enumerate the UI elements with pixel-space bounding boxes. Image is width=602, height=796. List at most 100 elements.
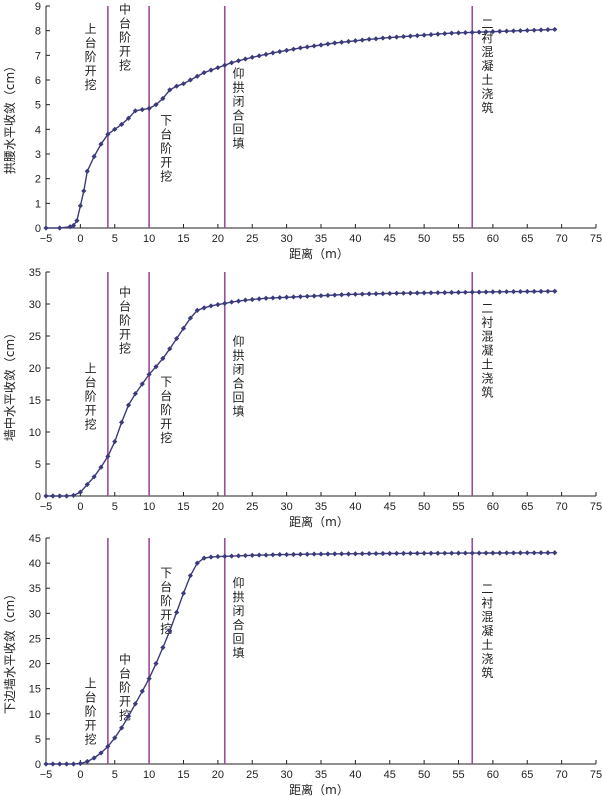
data-point	[284, 47, 290, 53]
data-point	[462, 289, 468, 295]
stage-annotation: 仰拱闭合回填	[232, 575, 244, 660]
y-tick-label: 0	[35, 759, 41, 771]
data-point	[119, 725, 125, 731]
data-point	[442, 31, 448, 37]
data-point	[112, 735, 118, 741]
data-point	[215, 65, 221, 71]
x-tick-label: 15	[177, 501, 189, 513]
data-point	[146, 676, 152, 682]
data-point	[428, 290, 434, 296]
data-point	[201, 305, 207, 311]
data-point	[167, 628, 173, 634]
data-point	[91, 474, 97, 480]
data-point	[284, 551, 290, 558]
data-point	[345, 291, 352, 297]
data-point	[57, 493, 63, 499]
data-point	[81, 188, 87, 194]
x-tick-label: −5	[40, 769, 53, 781]
data-point	[428, 32, 434, 38]
y-axis-label: 下边墙水平收敛（cm）	[2, 588, 17, 714]
data-point	[215, 553, 221, 560]
data-point	[339, 292, 345, 298]
data-point	[490, 550, 496, 556]
stage-annotation: 中台阶开挖	[119, 652, 131, 723]
x-tick-label: 20	[212, 233, 224, 245]
x-tick-label: 15	[177, 769, 189, 781]
data-point	[400, 290, 407, 296]
data-point	[215, 302, 221, 308]
data-point	[235, 553, 242, 559]
data-point	[77, 203, 83, 209]
x-tick-label: 5	[112, 233, 118, 245]
data-point	[235, 298, 242, 304]
data-point	[249, 54, 255, 60]
data-point	[387, 34, 393, 41]
data-point	[394, 290, 400, 296]
data-point	[160, 95, 166, 102]
x-axis-label: 距离（m）	[289, 514, 349, 529]
data-point	[373, 291, 379, 297]
stage-annotation: 二衬混凝土浇筑	[481, 301, 493, 399]
x-tick-label: −5	[40, 501, 53, 513]
data-point	[132, 108, 138, 114]
data-point	[297, 45, 303, 51]
data-point	[517, 550, 523, 556]
data-point	[105, 131, 111, 137]
y-tick-label: 3	[35, 149, 41, 161]
data-point	[352, 291, 358, 297]
data-point	[380, 291, 386, 297]
y-tick-label: 8	[35, 26, 41, 38]
data-point	[119, 121, 125, 127]
data-point	[43, 493, 49, 499]
data-point	[483, 289, 489, 295]
data-point	[50, 761, 56, 767]
data-point	[43, 761, 49, 767]
data-point	[469, 550, 475, 556]
y-tick-label: 45	[29, 533, 41, 545]
y-tick-label: 15	[29, 395, 41, 407]
data-point	[339, 39, 345, 45]
data-point	[442, 290, 448, 296]
data-point	[462, 30, 468, 36]
data-point	[545, 27, 551, 33]
data-point	[504, 550, 510, 556]
y-tick-label: 10	[29, 427, 41, 439]
data-point	[311, 293, 317, 299]
data-point	[400, 33, 407, 40]
data-point	[359, 37, 365, 43]
data-point	[174, 609, 180, 615]
data-point	[70, 222, 77, 229]
y-tick-label: 35	[29, 583, 41, 595]
y-tick-label: 7	[35, 50, 41, 62]
y-tick-label: 25	[29, 633, 41, 645]
data-point	[387, 550, 393, 557]
data-point	[153, 660, 159, 667]
data-point	[112, 126, 118, 132]
x-tick-label: 40	[349, 501, 361, 513]
data-point	[70, 492, 77, 498]
y-tick-label: 40	[29, 558, 41, 570]
data-point	[504, 289, 510, 295]
data-point	[407, 550, 413, 556]
x-tick-label: 75	[590, 501, 602, 513]
data-point	[325, 551, 331, 557]
x-tick-label: 5	[112, 769, 118, 781]
stage-annotation: 下台阶开挖	[160, 375, 172, 445]
y-tick-label: 15	[29, 684, 41, 696]
data-point	[400, 550, 407, 556]
data-point	[146, 105, 152, 111]
y-tick-label: 4	[35, 124, 41, 136]
data-point	[449, 550, 455, 556]
data-point	[208, 554, 214, 560]
data-point	[263, 295, 269, 301]
data-point	[497, 550, 503, 556]
x-tick-label: 50	[418, 233, 430, 245]
data-point	[497, 28, 503, 35]
data-point	[297, 294, 303, 300]
data-point	[318, 293, 324, 299]
x-tick-label: 10	[143, 233, 155, 245]
data-point	[421, 32, 427, 38]
data-point	[490, 29, 496, 35]
data-point	[366, 36, 372, 42]
